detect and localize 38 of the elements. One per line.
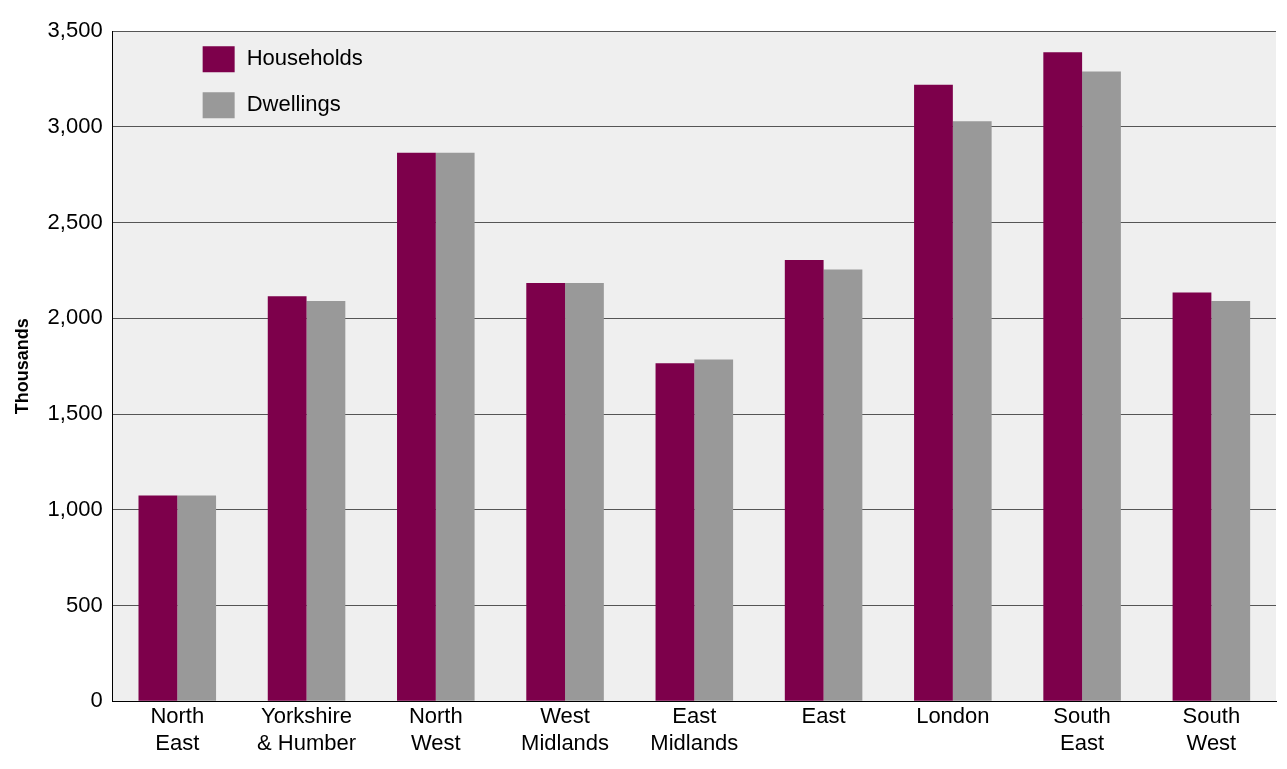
y-tick-label: 3,500: [47, 17, 103, 43]
x-tick-label: North West: [408, 703, 463, 755]
x-tick-label: South West: [1182, 703, 1241, 755]
y-tick-label: 3,000: [47, 112, 103, 138]
bar: [138, 495, 178, 701]
bar: [914, 84, 953, 701]
y-axis-title: Thousands: [11, 318, 32, 415]
x-tick-label: North East: [150, 703, 205, 755]
bar: [655, 363, 695, 701]
bar: [177, 495, 217, 701]
y-tick-label: 2,000: [47, 304, 103, 330]
bar: [823, 269, 863, 701]
y-tick-label: 2,500: [47, 208, 103, 234]
bar: [306, 301, 346, 701]
x-tick-label: South East: [1053, 703, 1111, 755]
bar: [565, 282, 604, 701]
x-tick-label: London: [916, 703, 990, 729]
x-tick-label: East: [801, 703, 846, 729]
y-tick-label: 1,500: [47, 400, 103, 426]
bar: [694, 359, 734, 701]
x-tick-label: Yorkshire & Humber: [257, 703, 357, 755]
legend-label: Households: [246, 45, 363, 71]
bar: [784, 259, 824, 701]
bar: [1211, 301, 1251, 701]
y-tick-label: 1,000: [47, 495, 103, 521]
bar: [1082, 71, 1121, 701]
legend-label: Dwellings: [246, 91, 341, 117]
y-tick-label: 500: [65, 591, 103, 617]
y-tick-label: 0: [90, 687, 103, 713]
bar: [435, 152, 475, 701]
x-tick-label: West Midlands: [521, 703, 610, 755]
x-tick-label: East Midlands: [650, 703, 739, 755]
bar: [397, 152, 436, 701]
bar: [526, 282, 566, 701]
bar: [267, 296, 307, 701]
bar: [1043, 52, 1083, 701]
bar: [952, 121, 992, 701]
bar: [1172, 292, 1212, 701]
